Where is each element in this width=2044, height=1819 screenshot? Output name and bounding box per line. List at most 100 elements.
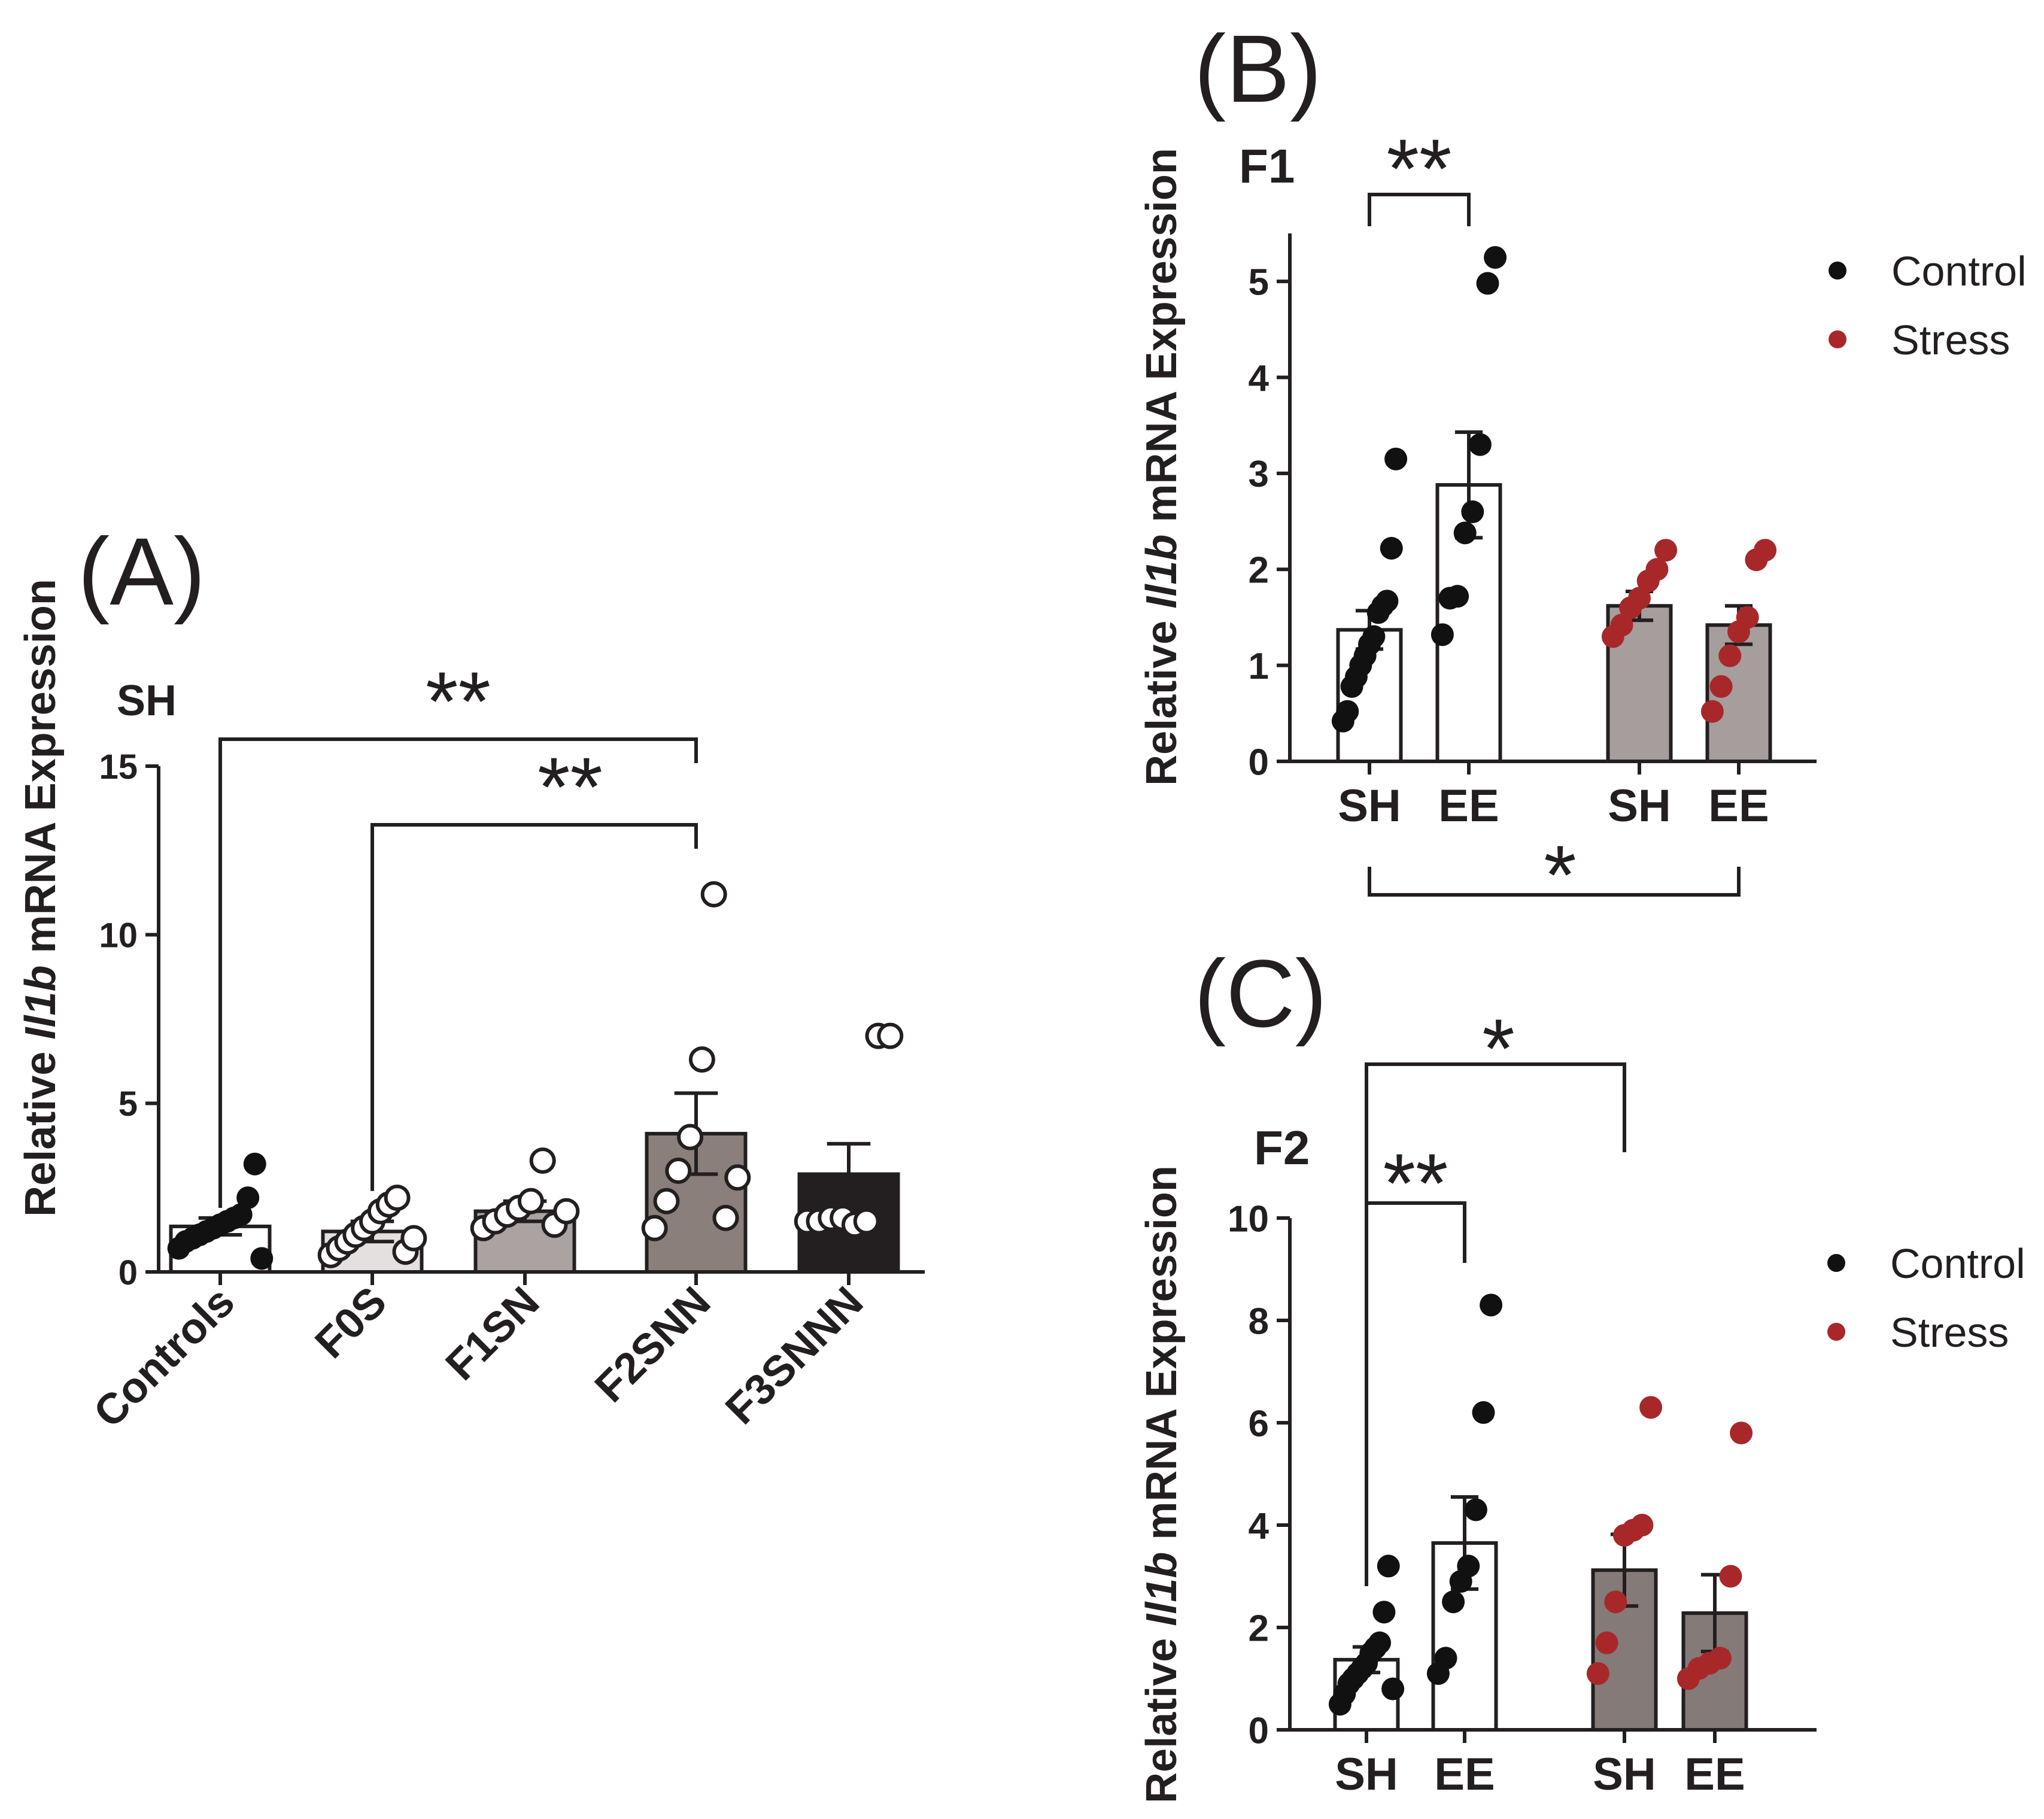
x-category-label: SH <box>1335 1749 1398 1800</box>
data-point <box>677 1123 704 1150</box>
panel-b-letter: (B) <box>1194 15 1322 122</box>
y-tick-label: 5 <box>1249 262 1269 303</box>
y-tick-label: 4 <box>1249 358 1269 399</box>
data-point <box>1476 272 1499 295</box>
panel-b-y-axis-label: Relative Il1b mRNA Expression <box>1138 148 1186 786</box>
data-point <box>724 1164 751 1191</box>
panel-c-error-bars <box>1352 1495 1729 1675</box>
significance-bracket <box>1368 193 1471 226</box>
panel-c-legend: Control Stress <box>1827 1240 2025 1356</box>
y-tick-label: 0 <box>1249 1710 1269 1751</box>
data-point <box>1384 447 1408 470</box>
panel-b-subtitle: F1 <box>1239 139 1295 193</box>
data-point <box>1700 700 1724 723</box>
significance-bracket <box>1365 1062 1626 1203</box>
data-point <box>1730 1422 1753 1445</box>
data-point <box>384 1185 411 1211</box>
y-tick-label: 8 <box>1249 1301 1269 1342</box>
data-point <box>1464 1498 1487 1522</box>
y-tick-label: 5 <box>119 1085 138 1123</box>
significance-bracket <box>370 823 698 1191</box>
significance-stars: ** <box>1387 122 1452 215</box>
panel-c-y-axis-label: Relative Il1b mRNA Expression <box>1138 1165 1186 1803</box>
data-point <box>1431 623 1454 646</box>
significance-stars: ** <box>426 654 491 748</box>
y-tick-label: 3 <box>1249 454 1269 495</box>
data-point <box>877 1022 904 1049</box>
data-point <box>1461 500 1484 524</box>
data-point <box>653 1188 680 1214</box>
data-point <box>1372 1601 1396 1624</box>
y-tick-label: 4 <box>1249 1505 1269 1547</box>
data-point <box>400 1225 427 1252</box>
data-point <box>665 1158 692 1184</box>
x-category-label: SH <box>1593 1749 1656 1800</box>
data-point <box>1719 1565 1742 1588</box>
legend-stress-marker <box>1827 1323 1845 1341</box>
panel-c-subtitle: F2 <box>1254 1121 1310 1174</box>
data-point <box>1468 433 1492 456</box>
y-tick-label: 10 <box>1228 1198 1269 1240</box>
panel-b: (B) F1 Relative Il1b mRNA Expression 0 1 2… <box>1138 15 2027 922</box>
x-category-label: SH <box>1608 781 1671 831</box>
data-point <box>1442 1590 1465 1614</box>
panel-c-brackets: *** <box>1365 1001 1626 1586</box>
significance-bracket <box>218 737 698 1208</box>
panel-a-brackets: ** ** <box>218 654 698 1208</box>
x-category-label: F2SNN <box>586 1278 719 1411</box>
significance-stars: ** <box>1383 1136 1448 1230</box>
panel-a-points <box>167 881 904 1270</box>
legend-stress-marker <box>1829 330 1846 348</box>
data-point <box>1736 606 1759 629</box>
data-point <box>1754 539 1777 562</box>
data-point <box>1368 1631 1392 1654</box>
data-point <box>1630 1514 1654 1536</box>
data-point <box>1457 1554 1480 1578</box>
data-point <box>1381 1677 1405 1700</box>
data-point <box>1718 644 1742 667</box>
legend-stress-label: Stress <box>1890 1309 2009 1356</box>
data-point <box>1586 1662 1609 1685</box>
panel-b-legend: Control Stress <box>1829 248 2027 363</box>
data-point <box>1453 521 1477 545</box>
x-category-label: EE <box>1684 1749 1745 1800</box>
significance-bracket <box>1368 867 1741 897</box>
data-point <box>553 1198 580 1225</box>
data-point <box>1336 700 1359 723</box>
y-tick-label: 10 <box>99 916 138 955</box>
x-category-label: F0S <box>306 1278 396 1368</box>
panel-a-letter: (A) <box>78 518 205 625</box>
panel-c-axes: 0 2 4 6 8 10 SH EE SH EE <box>1228 1198 1817 1800</box>
panel-b-error-bars <box>1355 430 1753 651</box>
legend-stress-label: Stress <box>1891 317 2010 363</box>
legend-control-label: Control <box>1890 1240 2025 1287</box>
y-tick-label: 15 <box>99 748 138 786</box>
x-category-label: EE <box>1708 781 1769 831</box>
data-point <box>517 1188 544 1214</box>
panel-c-letter: (C) <box>1194 940 1327 1047</box>
data-point <box>1480 1293 1503 1317</box>
panel-b-axes: 0 1 2 3 4 5 SH EE SH EE <box>1249 233 1817 831</box>
data-point <box>250 1247 274 1270</box>
y-tick-label: 0 <box>119 1253 138 1292</box>
significance-stars: ** <box>537 740 603 834</box>
data-point <box>1654 539 1678 562</box>
data-point <box>1380 536 1403 560</box>
data-point <box>1610 614 1633 637</box>
data-point <box>1484 246 1507 269</box>
data-point <box>1604 1590 1627 1614</box>
data-point <box>1639 1396 1663 1419</box>
y-tick-label: 6 <box>1249 1403 1269 1444</box>
data-point <box>236 1186 260 1210</box>
x-category-label: Controls <box>84 1278 244 1437</box>
data-point <box>1628 587 1651 610</box>
panel-a-subtitle: SH <box>117 677 177 725</box>
legend-control-marker <box>1827 1254 1845 1272</box>
data-point <box>1362 625 1386 648</box>
x-category-label: EE <box>1438 781 1499 831</box>
significance-stars: * <box>1544 828 1576 922</box>
x-category-label: SH <box>1338 781 1401 831</box>
data-point <box>700 881 727 908</box>
panel-c-points <box>1328 1293 1753 1716</box>
